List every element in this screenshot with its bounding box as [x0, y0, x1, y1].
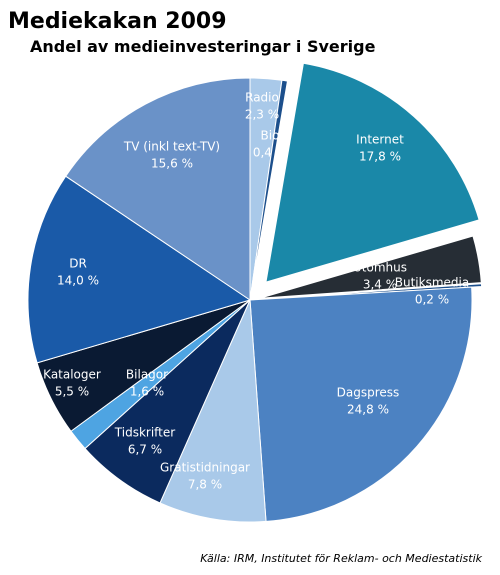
slice-value-label: 2,3 % [245, 108, 279, 122]
slice-value-label: 5,5 % [55, 385, 89, 399]
slice-value-label: 7,8 % [188, 478, 222, 492]
pie-slice [249, 79, 289, 301]
slice-label: Tidskrifter [114, 426, 175, 440]
slice-value-label: 1,6 % [130, 385, 164, 399]
pie-slice [259, 235, 482, 299]
slice-label: Radio [245, 91, 279, 105]
slice-value-label: 3,4 % [363, 278, 397, 292]
chart-title: Mediekakan 2009 [8, 9, 227, 34]
slice-label: Internet [356, 133, 404, 147]
pie-slice [65, 77, 251, 301]
slice-label: Utomhus [353, 261, 407, 275]
slice-value-label: 0,4 % [253, 146, 287, 160]
slice-value-label: 17,8 % [359, 150, 401, 164]
pie-slice [259, 283, 483, 300]
slice-value-label: 24,8 % [347, 403, 389, 417]
pie-slice [159, 299, 267, 523]
slice-label: Bilagor [126, 368, 168, 382]
slice-label: Butiksmedia [395, 276, 469, 290]
chart-subtitle: Andel av medieinvesteringar i Sverige [30, 37, 376, 56]
slice-value-label: 15,6 % [151, 157, 193, 171]
source-note: Källa: IRM, Institutet för Reklam- och M… [200, 552, 482, 565]
slice-label: Gratistidningar [160, 461, 250, 475]
slice-value-label: 14,0 % [57, 274, 99, 288]
pie-slice [249, 286, 473, 522]
slice-label: Kataloger [43, 368, 101, 382]
slice-label: TV (inkl text-TV) [123, 140, 220, 154]
pie-slice [27, 175, 252, 364]
slice-label: DR [69, 257, 87, 271]
slice-value-label: 0,2 % [415, 293, 449, 307]
slice-value-label: 6,7 % [128, 443, 162, 457]
pie-slice [265, 62, 480, 283]
slice-label: Bio [261, 129, 280, 143]
slice-label: Dagspress [337, 386, 400, 400]
